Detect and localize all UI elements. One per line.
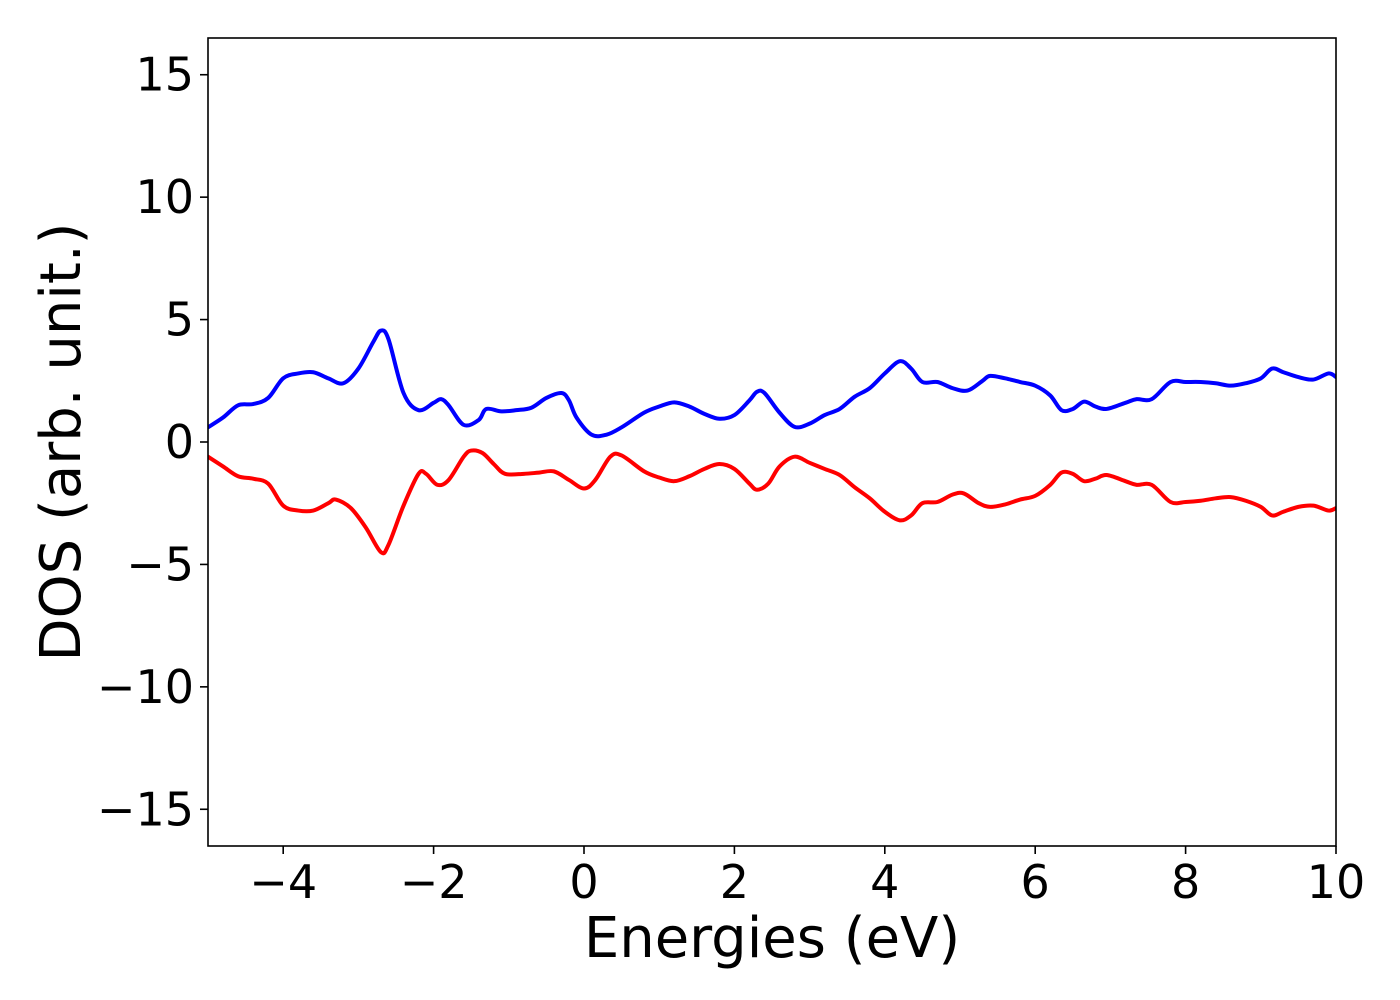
y-tick-label: −10	[97, 660, 194, 714]
x-tick-label: 8	[1171, 855, 1200, 909]
dos-series-spin-down-line	[208, 448, 1336, 556]
y-axis-label: DOS (arb. unit.)	[29, 222, 94, 661]
y-axis-ticks: 15 10 5 0 −5 −10 −15	[97, 48, 208, 836]
x-tick-label: 10	[1307, 855, 1366, 909]
x-axis-ticks: −4 −2 0 2 4 6 8 10	[249, 846, 1365, 909]
x-tick-label: 4	[870, 855, 899, 909]
x-tick-label: 2	[720, 855, 749, 909]
y-tick-label: 10	[135, 170, 194, 224]
y-tick-label: 15	[135, 48, 194, 102]
x-tick-label: 6	[1021, 855, 1050, 909]
y-tick-label: 0	[165, 415, 194, 469]
axes-frame	[207, 37, 1337, 847]
x-tick-label: −2	[400, 855, 468, 909]
x-tick-label: −4	[249, 855, 317, 909]
x-axis-label: Energies (eV)	[584, 906, 960, 971]
y-tick-label: 5	[165, 293, 194, 347]
y-tick-label: −5	[126, 537, 194, 591]
series-layer	[208, 328, 1336, 556]
dos-series-spin-up-line	[208, 328, 1336, 439]
x-tick-label: 0	[569, 855, 598, 909]
y-tick-label: −15	[97, 782, 194, 836]
